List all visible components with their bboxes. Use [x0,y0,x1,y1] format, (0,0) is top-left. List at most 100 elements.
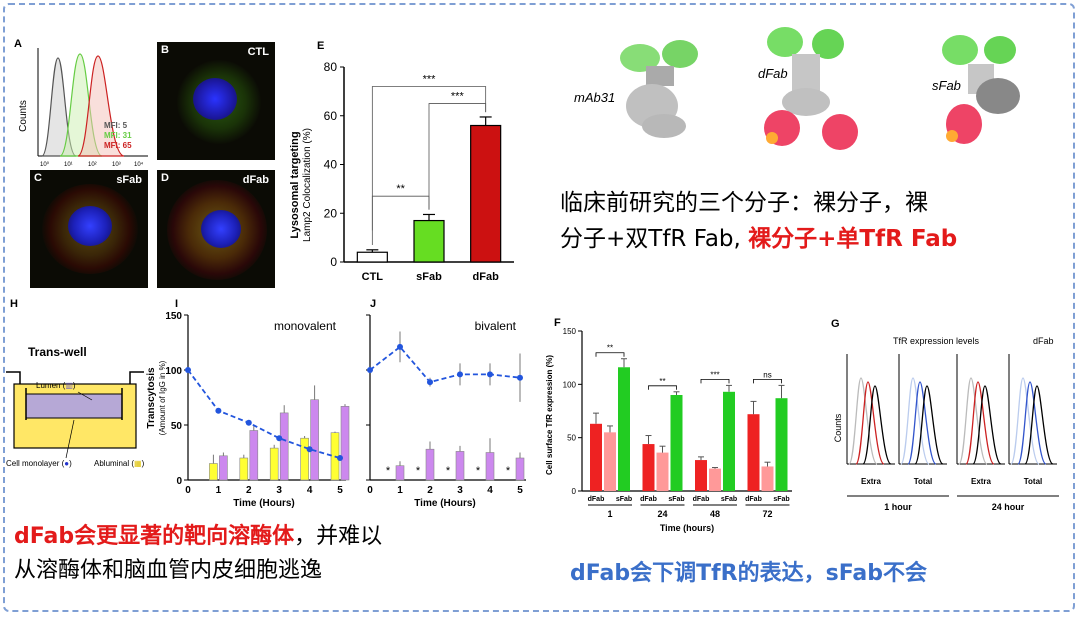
chart-f-sig-label: ns [763,370,771,379]
mfi-label-2: MFI: 31 [104,131,132,140]
chart-g-timepoint: 24 hour [992,502,1025,512]
mfi-label-1: MFI: 5 [104,121,128,130]
chart-f-bar [642,444,655,491]
chartJ-line-point [487,371,493,378]
chart-f-sig-label: ** [659,377,665,386]
chart-g-curve [972,385,1002,465]
panel-letter-i: I [175,298,179,310]
chartJ-xtick-label: 0 [367,485,373,496]
panel-g: G TfR expression levels dFab Counts Extra To… [825,318,1070,533]
summary-top-line2-red: 裸分子+单TfR Fab [748,226,958,252]
chartJ-xtick-label: 3 [457,485,463,496]
chart-e: Lysosomal targeting Lamp2 Colocalization… [289,60,514,283]
chartI-ytick-label: 100 [165,366,182,377]
svg-text:10²: 10² [88,162,97,168]
summary-bottom-left-red: dFab会更显著的靶向溶酶体 [14,524,295,549]
chart-g-curve [965,381,995,465]
chart-f-group-label: 24 [657,509,667,519]
summary-bottom-left-line2: 从溶酶体和脑血管内皮细胞逃逸 [14,558,323,583]
chartI-line-point [276,435,283,442]
chartJ-xtick-label: 2 [427,485,433,496]
svg-text:10⁰: 10⁰ [40,161,50,168]
chart-f-ytick-label: 100 [563,380,577,389]
chartI-line [187,369,341,459]
chart-f-sig-label: *** [710,370,719,379]
chartI-bar-purple [249,430,259,481]
chart-g-curve [1024,385,1054,465]
chartI-ytick-label: 50 [171,421,183,432]
histogram-a-ylabel: Counts [18,100,29,132]
chartI-ylabel-1: Transcytosis [146,367,157,429]
chartJ-bar-purple [455,451,465,481]
chartJ-xlabel: Time (Hours) [414,498,476,508]
chart-e-ytick-label: 60 [324,109,338,123]
transwell-title: Trans-well [28,345,87,359]
chartJ-xtick-label: 5 [517,485,523,496]
summary-bottom-right: dFab会下调TfR的表达，sFab不会 [570,561,928,586]
chart-g-ylabel: Counts [833,413,843,442]
chart-g-xlabel: Total [1024,477,1043,486]
summary-bottom-left-line1: dFab会更显著的靶向溶酶体，并难以 [14,520,534,554]
chartI-xtick-label: 3 [276,485,282,496]
chartI-bar-yellow [300,437,309,481]
summary-top-line1: 临床前研究的三个分子：裸分子，裸 [560,190,928,216]
panel-j: J 0 1 2 3 4 5 Time (Hours) bivalent * * * * * [362,298,534,509]
chartJ-line [369,345,521,384]
chart-f-ytick-label: 150 [563,327,577,336]
panel-a: A Counts 10⁰ 10¹ 10² 10³ 10⁴ MFI: 5 MFI: 31 … [12,38,152,168]
panel-letter-b: B [161,44,169,56]
chart-f-sig-bracket [595,352,625,357]
chart-g-title: TfR expression levels [893,336,980,346]
chartI-line-point [215,407,222,414]
chart-e-bar [413,219,445,263]
chart-g-curve [1017,381,1047,465]
hist-curve-red [77,55,125,157]
chartJ-star: * [476,465,481,477]
chartJ-xtick-label: 4 [487,485,493,496]
summary-bottom-left: dFab会更显著的靶向溶酶体，并难以 从溶酶体和脑血管内皮细胞逃逸 [14,520,534,588]
chart-g-corner: dFab [1033,336,1054,346]
chartI-bar-purple [219,455,228,481]
panel-letter-h: H [10,298,18,310]
chart-g-curve [1010,377,1040,465]
mfi-label-3: MFI: 65 [104,141,132,150]
transwell-lumen: Lumen (▥) [36,381,76,390]
chart-f-bar [723,391,735,491]
chartJ-title: bivalent [475,319,517,333]
chartI-xtick-label: 4 [307,485,313,496]
chart-g-xlabel: Total [914,477,933,486]
chart-g-curve [958,377,988,465]
chartI-bar-yellow [239,457,249,481]
chartJ-star: * [386,465,391,477]
summary-bottom-left-black: ，并难以 [294,524,383,549]
micrograph-dfab: D dFab [157,170,275,288]
panel-letter-j: J [370,298,377,310]
molecule-sfab-label: sFab [932,78,961,93]
panel-e: E Lysosomal targeting Lamp2 Colocalizati… [282,40,532,300]
chart-e-ylabel-1: Lysosomal targeting [289,131,301,238]
chart-f-sig-bracket [648,385,677,390]
chart-g-curve [862,385,892,465]
summary-top: 临床前研究的三个分子：裸分子，裸 分子+双TfR Fab, 裸分子+单TfR F… [560,185,1060,257]
chartI-xlabel: Time (Hours) [233,498,295,508]
chart-e-ytick-label: 20 [324,206,338,220]
chart-f-bar [670,395,683,491]
molecule-illustrations: mAb31 dFab sFab [574,27,1020,150]
chart-g-timepoint: 1 hour [884,502,912,512]
chart-j: 0 1 2 3 4 5 Time (Hours) bivalent * * * * * [366,314,526,509]
chart-f-xlabel: Time (hours) [660,523,714,533]
chart-g-xlabel: Extra [861,477,882,486]
chart-e-bar [356,251,388,263]
chartI-line-point [185,367,191,373]
micrograph-ctl-label: CTL [247,46,269,58]
chartJ-line-point [427,379,433,386]
panel-letter-c: C [34,172,42,184]
chartI-xtick-label: 2 [246,485,252,496]
molecule-row: mAb31 dFab sFab [560,10,1060,170]
chartI-ytick-label: 0 [176,476,182,487]
molecule-mab31 [620,40,698,138]
chart-f-bar-label: sFab [668,496,684,503]
chart-f-bar-label: dFab [745,496,762,503]
chart-f-sig-bracket [700,379,730,384]
chart-e-category-label: CTL [362,271,384,283]
